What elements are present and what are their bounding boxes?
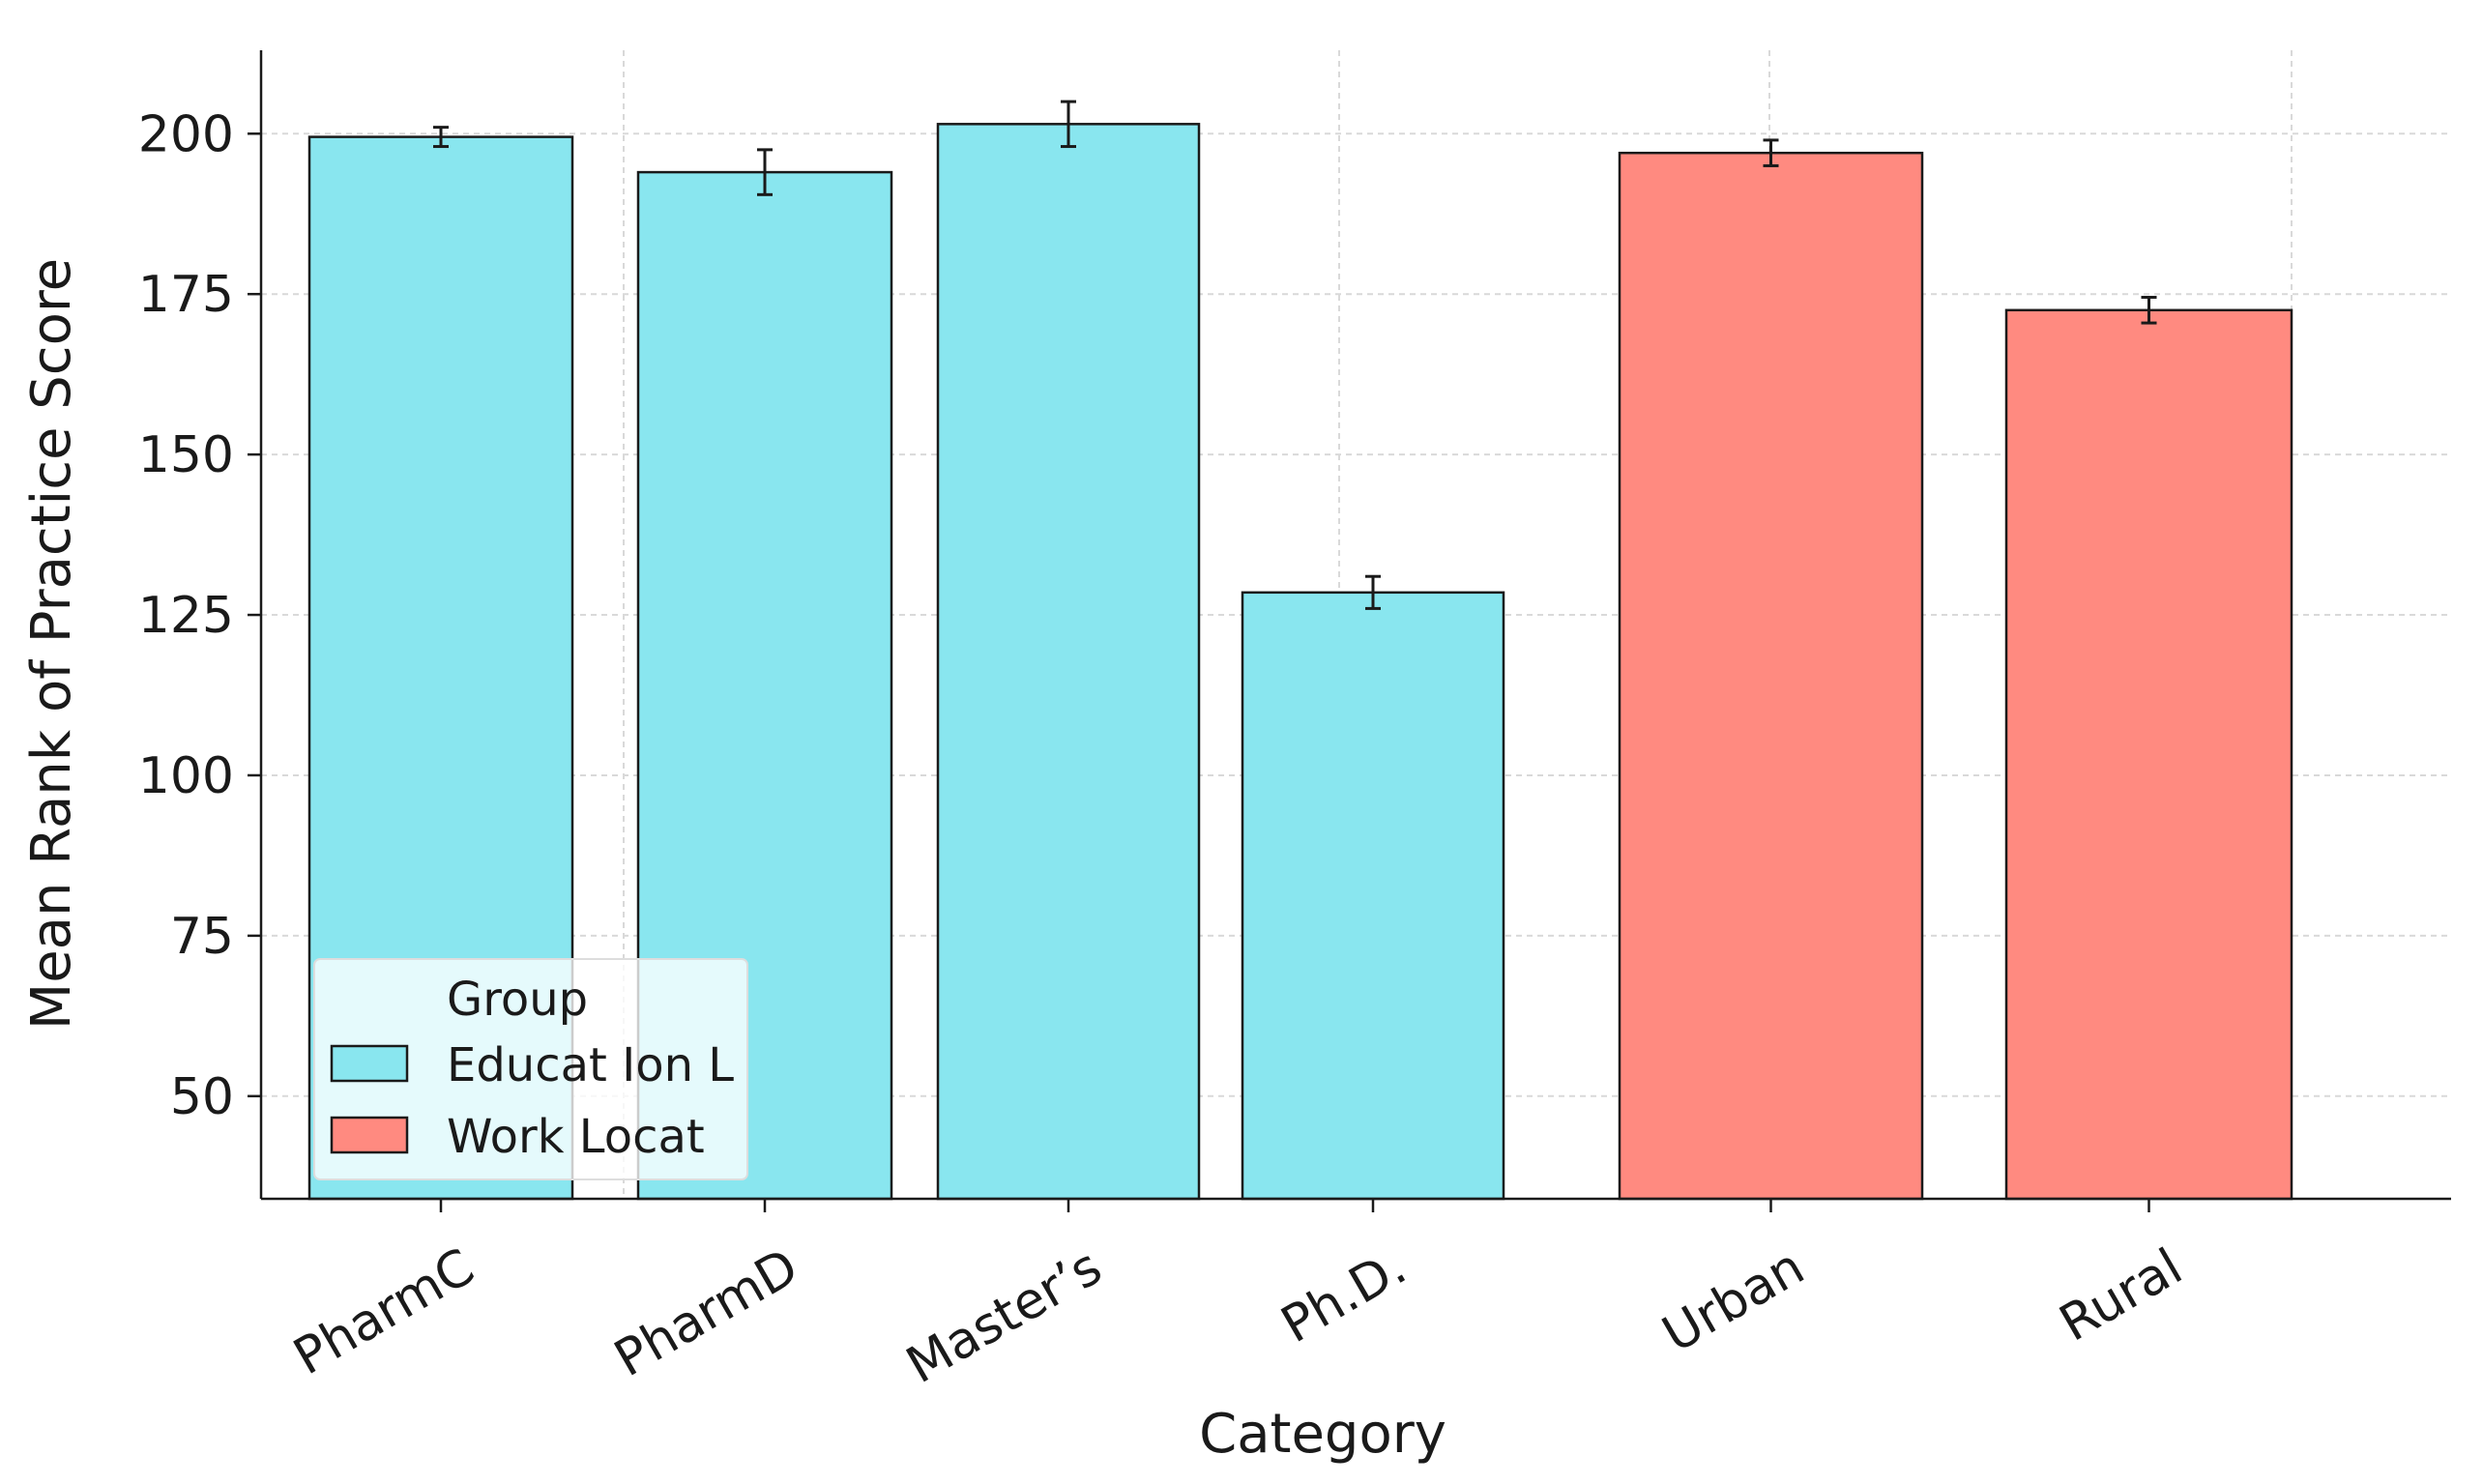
bar-master-s [936,123,1201,1201]
legend-frame [313,958,748,1180]
error-bars [433,100,2157,610]
x-tick-label-pharmc: PharmC [284,1237,483,1386]
bar-ph-d [1241,591,1505,1201]
y-tick-label-75: 75 [170,908,234,966]
legend-label-education: Educat Ion L [447,1038,734,1092]
legend-label-work-location: Work Locat [447,1110,705,1164]
y-axis-ticks: 50 75 100 125 150 175 200 [138,105,261,1126]
x-tick-label-ph-d: Ph.D. [1271,1237,1416,1354]
x-tick-label-pharmd: PharmD [605,1237,808,1388]
bar-rural [2004,308,2293,1201]
x-axis-title: Category [1199,1403,1446,1466]
axes [259,50,2451,1201]
legend-swatch-work-location [330,1116,409,1154]
legend-title: Group [447,973,588,1027]
y-tick-label-200: 200 [138,105,234,163]
x-tick-label-rural: Rural [2051,1237,2192,1353]
x-tick-label-master-s: Master’s [897,1237,1112,1395]
legend: Group Educat Ion L Work Locat [313,958,748,1180]
bar-urban [1618,151,1924,1201]
y-tick-label-175: 175 [138,266,234,324]
bars [307,123,2293,1201]
y-tick-label-150: 150 [138,426,234,484]
y-tick-label-125: 125 [138,587,234,645]
y-axis-title: Mean Rank of Practice Score [20,258,83,1030]
legend-swatch-education [330,1044,409,1083]
x-tick-label-urban: Urban [1653,1237,1814,1364]
y-tick-label-100: 100 [138,747,234,805]
x-axis-ticks: PharmC PharmD Master’s Ph.D. Urban Rural [284,1199,2192,1395]
y-tick-label-50: 50 [170,1068,234,1126]
